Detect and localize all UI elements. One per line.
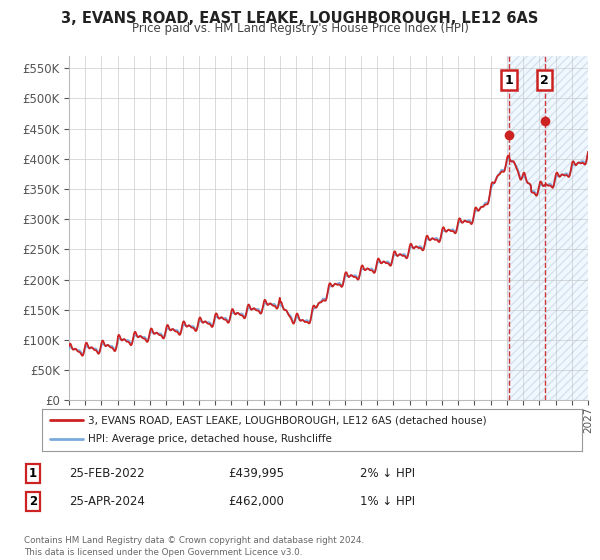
Text: 1: 1 [29, 466, 37, 480]
Text: 1% ↓ HPI: 1% ↓ HPI [360, 494, 415, 508]
Text: £462,000: £462,000 [228, 494, 284, 508]
Text: Price paid vs. HM Land Registry's House Price Index (HPI): Price paid vs. HM Land Registry's House … [131, 22, 469, 35]
Text: Contains HM Land Registry data © Crown copyright and database right 2024.
This d: Contains HM Land Registry data © Crown c… [24, 536, 364, 557]
Text: 25-APR-2024: 25-APR-2024 [69, 494, 145, 508]
Text: 2: 2 [540, 74, 549, 87]
Text: 2% ↓ HPI: 2% ↓ HPI [360, 466, 415, 480]
Bar [507, 56, 588, 400]
Text: £439,995: £439,995 [228, 466, 284, 480]
Bar [507, 56, 588, 400]
Text: 2: 2 [29, 494, 37, 508]
Text: 1: 1 [505, 74, 514, 87]
Text: 3, EVANS ROAD, EAST LEAKE, LOUGHBOROUGH, LE12 6AS (detached house): 3, EVANS ROAD, EAST LEAKE, LOUGHBOROUGH,… [88, 415, 487, 425]
Text: 3, EVANS ROAD, EAST LEAKE, LOUGHBOROUGH, LE12 6AS: 3, EVANS ROAD, EAST LEAKE, LOUGHBOROUGH,… [61, 11, 539, 26]
Text: HPI: Average price, detached house, Rushcliffe: HPI: Average price, detached house, Rush… [88, 435, 332, 445]
Text: 25-FEB-2022: 25-FEB-2022 [69, 466, 145, 480]
